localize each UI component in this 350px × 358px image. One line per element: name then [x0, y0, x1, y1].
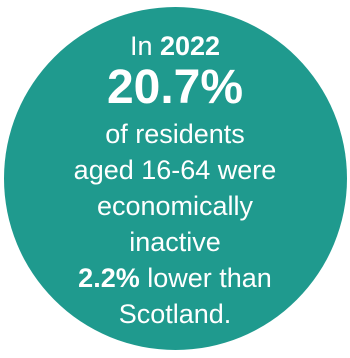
- description-line-1: of residents: [105, 119, 245, 149]
- year-line: In 2022: [0, 33, 350, 60]
- teal-circle-background: [4, 7, 347, 350]
- description-line-2: aged 16-64 were: [73, 155, 277, 185]
- description-line-4: inactive: [129, 227, 221, 257]
- year-value: 2022: [159, 31, 221, 61]
- year-prefix: In: [129, 31, 153, 61]
- comparison-line: 2.2% lower than: [0, 265, 350, 292]
- comparison-value: 2.2%: [78, 263, 140, 293]
- description-line-3: economically: [96, 191, 254, 221]
- headline-percentage: 20.7%: [106, 61, 244, 114]
- comparison-text: lower than: [147, 263, 272, 293]
- comparison-region: Scotland.: [118, 299, 232, 329]
